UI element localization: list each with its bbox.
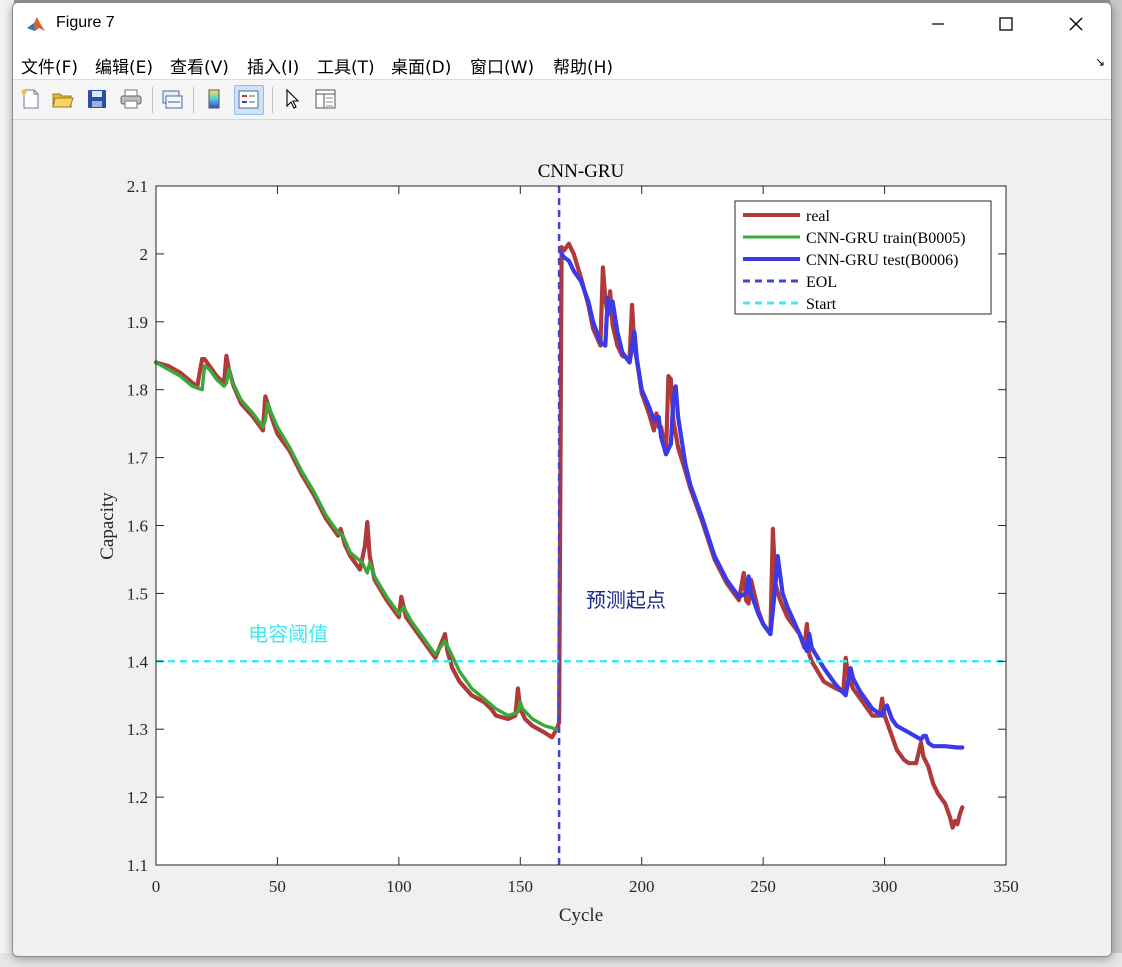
legend[interactable]: real CNN-GRU train(B0005) CNN-GRU test(B…: [734, 200, 992, 315]
x-tick-label: 50: [269, 877, 286, 896]
open-file-button[interactable]: [49, 85, 77, 113]
menu-help[interactable]: 帮助(H): [553, 58, 614, 78]
x-axis-label: Cycle: [559, 905, 603, 926]
legend-button[interactable]: [234, 85, 264, 115]
legend-label-train: CNN-GRU train(B0005): [806, 230, 966, 247]
x-tick-label: 150: [508, 877, 534, 896]
colorbar-button[interactable]: [200, 85, 228, 113]
y-tick-label: 1.4: [127, 652, 149, 671]
x-tick-label: 250: [750, 877, 776, 896]
x-tick-label: 0: [152, 877, 161, 896]
close-button[interactable]: [1053, 3, 1099, 45]
minimize-icon: [932, 23, 944, 25]
title-bar: Figure 7: [13, 3, 1111, 45]
toolbar-separator: [152, 87, 153, 113]
x-tick-label: 100: [386, 877, 412, 896]
maximize-icon: [999, 17, 1013, 31]
legend-label-start: Start: [806, 296, 837, 313]
link-plot-icon: [162, 90, 183, 109]
link-plot-button[interactable]: [158, 85, 186, 113]
maximize-button[interactable]: [983, 3, 1029, 45]
toolbar: [13, 80, 1111, 120]
y-tick-label: 1.8: [127, 381, 148, 400]
figure-window: Figure 7 文件(F) 编辑(E) 查看(V) 插入(I) 工具(T) 桌…: [12, 2, 1112, 957]
property-inspector-icon: [315, 89, 336, 109]
tick-layer: 0 50 100 150 200 250 300 350 1.1 1.2 1.3 1.4 1.5 1.6 1…: [127, 177, 1019, 896]
y-axis-label: Capacity: [97, 492, 118, 560]
print-button[interactable]: [117, 85, 145, 113]
open-file-icon: [52, 93, 74, 108]
pointer-button[interactable]: [278, 85, 306, 113]
menu-window[interactable]: 窗口(W): [470, 58, 535, 78]
y-tick-label: 1.1: [127, 856, 148, 875]
x-tick-label: 350: [993, 877, 1019, 896]
pointer-icon: [286, 88, 300, 109]
x-tick-label: 200: [629, 877, 655, 896]
desktop-background-left: [0, 0, 14, 967]
reference-lines-layer: [156, 186, 1006, 865]
series-line-train: [154, 360, 559, 731]
y-tick-label: 2: [140, 245, 149, 264]
chart-plot: 0 50 100 150 200 250 300 350 1.1 1.2 1.3 1.4 1.5 1.6 1…: [97, 161, 1019, 926]
menu-view[interactable]: 查看(V): [170, 58, 229, 78]
chart-title: CNN-GRU: [538, 161, 625, 182]
save-icon: [88, 90, 106, 108]
minimize-button[interactable]: [915, 3, 961, 45]
menu-bar: 文件(F) 编辑(E) 查看(V) 插入(I) 工具(T) 桌面(D) 窗口(W…: [13, 45, 1111, 80]
series-line-test: [559, 251, 965, 750]
menu-insert[interactable]: 插入(I): [247, 58, 300, 78]
new-figure-icon: [21, 89, 39, 109]
menu-edit[interactable]: 编辑(E): [95, 58, 154, 78]
toolbar-separator: [272, 87, 273, 113]
legend-icon: [238, 90, 259, 109]
close-icon: [1069, 17, 1083, 31]
new-figure-button[interactable]: [17, 85, 45, 113]
dock-figure-icon[interactable]: ↘: [1094, 55, 1105, 69]
x-tick-label: 300: [872, 877, 898, 896]
legend-label-test: CNN-GRU test(B0006): [806, 252, 958, 269]
y-tick-label: 2.1: [127, 177, 148, 196]
menu-tools[interactable]: 工具(T): [317, 58, 375, 78]
y-tick-label: 1.3: [127, 720, 148, 739]
toolbar-separator: [193, 87, 194, 113]
print-icon: [120, 89, 142, 109]
colorbar-icon: [208, 89, 220, 109]
matlab-logo-icon: [26, 14, 46, 34]
y-tick-label: 1.7: [127, 449, 149, 468]
y-tick-label: 1.5: [127, 584, 148, 603]
series-layer: [153, 241, 965, 830]
property-inspector-button[interactable]: [311, 85, 339, 113]
window-title: Figure 7: [56, 14, 115, 31]
y-tick-label: 1.9: [127, 313, 148, 332]
desktop-background-right: [1110, 0, 1122, 967]
y-tick-label: 1.2: [127, 788, 148, 807]
annotation-prediction-start: 预测起点: [586, 589, 666, 612]
legend-label-eol: EOL: [806, 274, 837, 291]
axes-box: [155, 185, 1007, 866]
legend-label-real: real: [806, 208, 831, 225]
figure-canvas: 0 50 100 150 200 250 300 350 1.1 1.2 1.3 1.4 1.5 1.6 1…: [13, 120, 1111, 956]
menu-file[interactable]: 文件(F): [21, 58, 79, 78]
save-button[interactable]: [83, 85, 111, 113]
y-tick-label: 1.6: [127, 517, 148, 536]
menu-desktop[interactable]: 桌面(D): [391, 58, 452, 78]
annotation-capacity-threshold: 电容阈值: [248, 623, 328, 646]
